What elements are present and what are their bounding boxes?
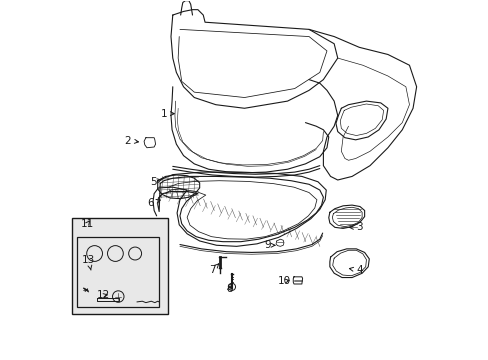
- Text: 8: 8: [225, 284, 232, 294]
- Text: 9: 9: [264, 240, 274, 250]
- Text: 5: 5: [149, 177, 162, 187]
- Text: 7: 7: [208, 264, 218, 275]
- Text: 3: 3: [349, 222, 362, 232]
- Text: 2: 2: [124, 136, 138, 145]
- Text: 6: 6: [147, 198, 160, 208]
- Bar: [72, 219, 167, 315]
- Text: 10: 10: [278, 276, 291, 286]
- Text: 1: 1: [160, 109, 174, 119]
- Text: 11: 11: [81, 219, 94, 229]
- Text: 13: 13: [81, 255, 95, 270]
- Text: 12: 12: [97, 291, 110, 301]
- Text: 4: 4: [349, 265, 362, 275]
